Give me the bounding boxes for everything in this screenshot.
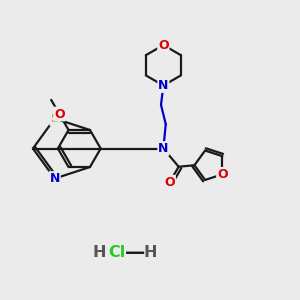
Text: Cl: Cl (109, 245, 126, 260)
Text: O: O (217, 168, 228, 181)
Text: S: S (50, 112, 59, 125)
Text: O: O (54, 107, 65, 121)
Text: O: O (158, 39, 169, 52)
Text: N: N (158, 79, 169, 92)
Text: —: — (125, 243, 145, 262)
Text: H: H (93, 245, 106, 260)
Text: H: H (143, 245, 157, 260)
Text: O: O (164, 176, 175, 189)
Text: N: N (50, 172, 60, 185)
Text: N: N (158, 142, 169, 155)
